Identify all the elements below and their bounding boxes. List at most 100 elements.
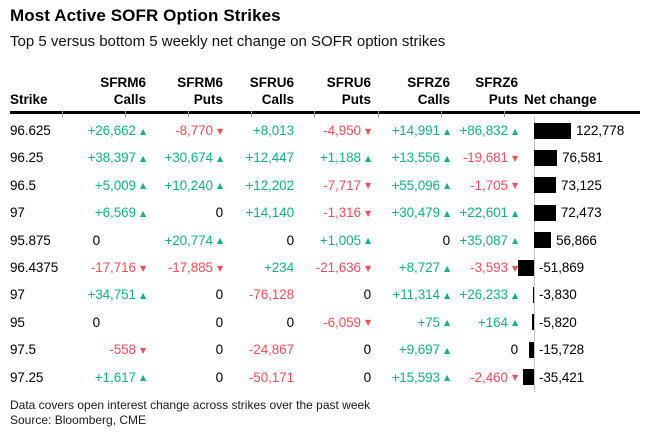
zero-axis-line (534, 116, 535, 392)
up-arrow-icon: ▲ (443, 373, 450, 383)
down-arrow-icon: ▼ (511, 373, 518, 383)
cell-sfrz6-calls: +13,556 ▲ (391, 144, 450, 173)
cell-value: +1,617 (94, 369, 136, 385)
table-row: 97 +34,751 ▲ 0 -76,128 0 +11,314 ▲ +26,233 ▲ -3,83… (0, 281, 650, 308)
up-arrow-icon: ▲ (364, 236, 371, 246)
cell-sfru6-calls: 0 (287, 227, 295, 254)
cell-value: 0 (215, 287, 224, 303)
cell-value: +11,314 (392, 287, 440, 303)
column-header-type-sfrz6-calls: Calls (417, 92, 450, 107)
column-boundary-tick (378, 111, 379, 117)
cell-sfrz6-puts: -19,681 ▼ (463, 144, 518, 173)
cell-value: +1,188 (319, 150, 361, 166)
cell-sfrm6-calls: +26,662 ▲ (87, 117, 146, 146)
strike-cell: 95.875 (10, 232, 51, 248)
net-change-bar (532, 287, 534, 304)
up-arrow-icon: ▲ (443, 181, 450, 191)
cell-value: +5,009 (94, 177, 136, 193)
up-arrow-icon: ▲ (139, 290, 146, 300)
cell-value: -17,885 (167, 260, 213, 275)
cell-value: +9,697 (398, 342, 440, 358)
cell-sfru6-calls: -24,867 (249, 336, 294, 363)
column-header-type-sfru6-calls: Calls (261, 92, 294, 107)
cell-value: +13,556 (391, 150, 440, 166)
cell-value: +22,601 (459, 205, 508, 221)
cell-sfrz6-calls: +9,697 ▲ (399, 336, 450, 365)
strike-cell: 96.25 (10, 150, 44, 166)
net-change-value: 73,125 (561, 177, 602, 193)
cell-sfru6-puts: +1,188 ▲ (320, 144, 371, 173)
column-header-type-sfrm6-calls: Calls (113, 92, 146, 107)
down-arrow-icon: ▼ (364, 318, 371, 328)
cell-sfru6-puts: -1,316 ▼ (323, 199, 371, 228)
cell-sfru6-calls: +8,013 (253, 117, 294, 144)
cell-value: -2,460 (470, 369, 508, 385)
table-row: 96.25 +38,397 ▲ +30,674 ▲ +12,447 +1,188 ▲ +13,5… (0, 144, 650, 171)
up-arrow-icon: ▲ (443, 290, 450, 300)
table-row: 96.4375 -17,716 ▼ -17,885 ▼ +234 -21,636 ▼ +8,72… (0, 254, 650, 281)
up-arrow-icon: ▲ (443, 345, 450, 355)
cell-sfru6-calls: +234 (264, 254, 294, 281)
cell-sfrz6-puts: -3,593 ▼ (470, 254, 518, 283)
cell-sfrm6-puts: -8,770 ▼ (175, 117, 223, 146)
net-change-value: -5,820 (539, 314, 577, 330)
cell-sfrm6-calls: 0 (93, 227, 101, 254)
cell-sfrz6-calls: +14,991 ▲ (391, 117, 450, 146)
header-rule (10, 111, 640, 114)
table-row: 97.25 +1,617 ▲ 0 -50,171 0 +15,593 ▲ -2,460 ▼ -35,… (0, 364, 650, 391)
cell-sfrm6-puts: 0 (215, 281, 224, 308)
up-arrow-icon: ▲ (139, 208, 146, 218)
cell-sfrm6-puts: 0 (216, 309, 224, 336)
cell-value: 0 (363, 369, 372, 385)
column-boundary-tick (441, 111, 442, 117)
cell-sfru6-puts: 0 (363, 364, 372, 391)
cell-sfrm6-calls: 0 (92, 309, 101, 336)
cell-value: +35,087 (459, 232, 508, 248)
down-arrow-icon: ▼ (139, 345, 146, 355)
cell-sfrz6-puts: +86,832 ▲ (459, 117, 518, 146)
cell-sfrm6-calls: +38,397 ▲ (87, 144, 146, 173)
cell-value: +8,727 (398, 260, 440, 275)
column-header-ticker-sfru6-calls: SFRU6 (249, 75, 294, 90)
cell-value: +12,447 (245, 150, 295, 166)
down-arrow-icon: ▼ (364, 181, 371, 191)
cell-sfrz6-calls: +15,593 ▲ (391, 364, 450, 393)
column-header-ticker-sfrm6-puts: SFRM6 (177, 75, 223, 90)
cell-sfrz6-calls: 0 (443, 227, 451, 254)
column-boundary-tick (314, 111, 315, 117)
net-change-value: 122,778 (576, 123, 625, 138)
cell-value: -558 (109, 342, 136, 358)
cell-sfrm6-calls: -17,716 ▼ (91, 254, 146, 283)
cell-sfrz6-puts: -1,705 ▼ (470, 172, 518, 201)
cell-sfrz6-calls: +11,314 ▲ (392, 281, 450, 310)
column-header-ticker-sfrz6-puts: SFRZ6 (475, 75, 518, 90)
cell-sfrz6-puts: -2,460 ▼ (470, 364, 518, 393)
cell-value: -24,867 (248, 342, 294, 358)
strike-cell: 96.625 (10, 123, 51, 138)
cell-sfru6-puts: +1,005 ▲ (320, 227, 371, 256)
net-change-bar (523, 369, 534, 386)
cell-value: +75 (417, 314, 440, 330)
cell-sfrm6-calls: +6,569 ▲ (95, 199, 146, 228)
cell-sfru6-puts: 0 (363, 336, 372, 363)
table-row: 95 0 0 0 -6,059 ▼ +75 ▲ +164 ▲ -5,820 (0, 309, 650, 336)
chart-subtitle: Top 5 versus bottom 5 weekly net change … (10, 33, 446, 50)
up-arrow-icon: ▲ (443, 263, 450, 273)
cell-value: 0 (363, 342, 372, 358)
cell-sfrm6-puts: 0 (216, 364, 224, 391)
cell-value: -3,593 (470, 260, 508, 275)
down-arrow-icon: ▼ (139, 263, 146, 273)
footnote: Data covers open interest change across … (10, 398, 371, 412)
cell-sfrz6-puts: +26,233 ▲ (459, 281, 518, 310)
column-boundary-tick (125, 111, 126, 117)
table-row: 95.875 0 +20,774 ▲ 0 +1,005 ▲ 0 +35,087 ▲ 56,866 (0, 227, 650, 254)
cell-value: +55,096 (391, 177, 440, 193)
up-arrow-icon: ▲ (511, 318, 518, 328)
cell-value: +30,674 (164, 150, 213, 166)
up-arrow-icon: ▲ (139, 373, 146, 383)
cell-value: +20,774 (164, 232, 213, 248)
column-boundary-tick (504, 111, 505, 117)
cell-sfrm6-puts: +20,774 ▲ (164, 227, 223, 256)
cell-value: +8,013 (252, 123, 294, 138)
cell-value: 0 (92, 314, 101, 330)
